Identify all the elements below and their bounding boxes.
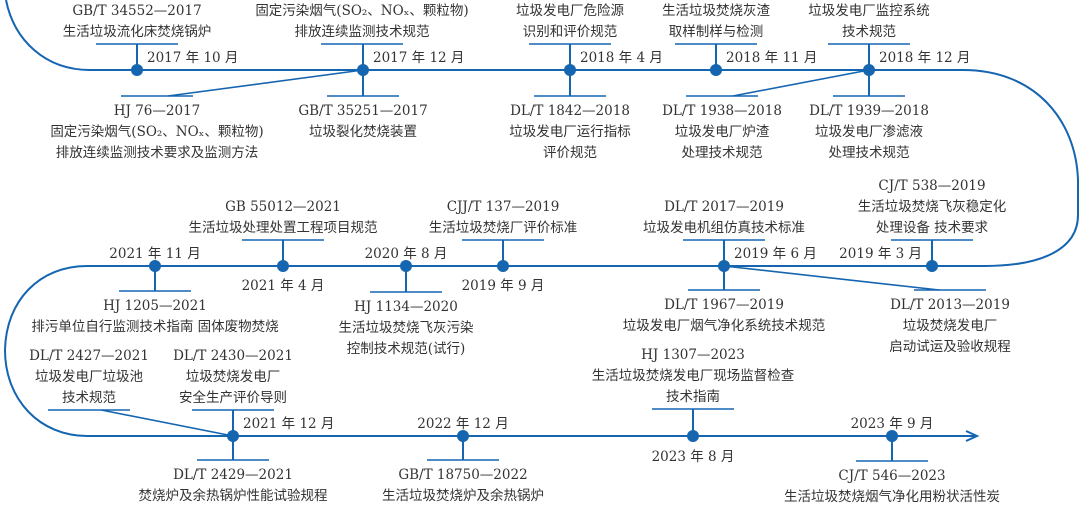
standard-title: 排放连续监测技术规范 <box>295 24 430 40</box>
standard-code: HJ 76—2017 <box>114 103 201 119</box>
timeline-node <box>457 430 469 442</box>
standard-title: 控制技术规范(试行) <box>347 341 466 357</box>
standard-code: DL/T 1967—2019 <box>664 297 784 313</box>
standard-code: DL/T 2429—2021 <box>173 467 293 483</box>
standard-title: 垃圾焚烧发电厂 <box>186 369 281 385</box>
standard-title: 排污单位自行监测技术指南 固体废物焚烧 <box>31 319 278 335</box>
standard-title: 固定污染烟气(SO₂、NOₓ、颗粒物) <box>50 124 263 140</box>
timeline-node <box>149 260 161 272</box>
event-date: 2021 年 11 月 <box>109 246 200 262</box>
standard-code: GB/T 35251—2017 <box>298 103 427 119</box>
timeline-node <box>710 64 722 76</box>
standard-title: 技术规范 <box>842 24 896 40</box>
standard-title: 垃圾发电厂运行指标 <box>509 124 631 140</box>
timeline-node <box>277 260 289 272</box>
standard-code: GB/T 34552—2017 <box>72 3 201 19</box>
standard-code: DL/T 1938—2018 <box>662 103 782 119</box>
event-date: 2018 年 11 月 <box>726 50 817 66</box>
standard-title: 生活垃圾焚烧飞灰污染 <box>339 320 474 336</box>
timeline-node <box>886 430 898 442</box>
standard-title: 处理技术规范 <box>829 145 910 161</box>
standard-code: HJ 1205—2021 <box>103 298 207 314</box>
standard-code: DL/T 2013—2019 <box>890 297 1010 313</box>
timeline-node <box>564 64 576 76</box>
timeline-node <box>131 64 143 76</box>
standard-title: 垃圾发电厂垃圾池 <box>35 369 143 385</box>
event-date: 2017 年 12 月 <box>373 50 464 66</box>
timeline-path <box>3 0 1079 437</box>
standard-title: 焚烧炉及余热锅炉性能试验规程 <box>139 487 328 504</box>
event-date: 2018 年 12 月 <box>879 50 970 66</box>
standard-code: DL/T 2427—2021 <box>29 348 149 364</box>
standard-title: 处理设备 技术要求 <box>876 219 989 236</box>
event-date: 2017 年 10 月 <box>147 50 238 66</box>
event-date: 2020 年 8 月 <box>365 246 448 262</box>
standard-title: 垃圾发电厂危险源 <box>516 3 624 19</box>
timeline-arrowhead <box>965 430 980 442</box>
standard-code: DL/T 2017—2019 <box>664 199 784 215</box>
standard-code: DL/T 1939—2018 <box>809 103 929 119</box>
connector-line <box>723 265 940 291</box>
standard-title: 垃圾发电机组仿真技术标准 <box>643 220 805 236</box>
standard-title: 生活垃圾焚烧厂评价标准 <box>429 220 578 236</box>
timeline-node <box>863 64 875 76</box>
standard-title: 安全生产评价导则 <box>179 389 287 406</box>
connector-line <box>732 69 870 97</box>
timeline-node <box>687 430 699 442</box>
standard-title: 识别和评价规范 <box>523 24 618 40</box>
standard-title: 垃圾发电厂监控系统 <box>808 3 930 19</box>
event-date: 2023 年 8 月 <box>652 449 735 465</box>
connector-line <box>167 69 364 97</box>
timeline-node <box>227 430 239 442</box>
standard-title: 垃圾发电厂烟气净化系统技术规范 <box>623 318 826 334</box>
standard-title: 生活垃圾焚烧烟气净化用粉状活性炭 <box>784 489 1000 505</box>
event-date: 2019 年 9 月 <box>462 278 545 294</box>
standard-code: CJ/T 538—2019 <box>878 178 985 194</box>
standard-title: 技术指南 <box>666 389 720 405</box>
standard-title: 固定污染烟气(SO₂、NOₓ、颗粒物) <box>255 3 468 19</box>
connector-line <box>101 409 234 437</box>
standard-title: 生活垃圾焚烧炉及余热锅炉 <box>382 487 544 504</box>
standard-code: DL/T 1842—2018 <box>510 103 630 119</box>
standard-code: DL/T 2430—2021 <box>173 348 293 364</box>
timeline-node <box>718 260 730 272</box>
standard-title: 垃圾焚烧发电厂 <box>903 318 998 334</box>
standard-code: HJ 1307—2023 <box>641 347 745 363</box>
standard-code: GB 55012—2021 <box>225 199 341 215</box>
standard-title: 生活垃圾焚烧灰渣 <box>662 3 770 19</box>
standard-title: 排放连续监测技术要求及监测方法 <box>56 145 259 161</box>
timeline-node <box>926 260 938 272</box>
timeline-node <box>497 260 509 272</box>
standard-title: 启动试运及验收规程 <box>889 339 1011 355</box>
event-date: 2023 年 9 月 <box>851 416 934 432</box>
timeline-node <box>400 260 412 272</box>
standard-title: 评价规范 <box>543 145 597 161</box>
standard-code: HJ 1134—2020 <box>354 299 458 315</box>
event-date: 2019 年 3 月 <box>839 246 922 262</box>
standard-title: 生活垃圾焚烧发电厂现场监督检查 <box>592 368 795 384</box>
event-date: 2021 年 12 月 <box>243 416 334 432</box>
standard-title: 取样制样与检测 <box>669 24 764 40</box>
standard-title: 生活垃圾处理处置工程项目规范 <box>189 220 378 236</box>
standard-title: 技术规范 <box>62 390 116 406</box>
standard-code: CJ/T 546—2023 <box>838 468 945 484</box>
standard-title: 生活垃圾流化床焚烧锅炉 <box>63 24 212 40</box>
event-date: 2021 年 4 月 <box>242 278 325 294</box>
standard-title: 垃圾裂化焚烧装置 <box>309 124 417 140</box>
event-date: 2022 年 12 月 <box>417 416 508 432</box>
standard-title: 垃圾发电厂渗滤液 <box>815 124 923 140</box>
timeline-node <box>357 64 369 76</box>
standard-title: 生活垃圾焚烧飞灰稳定化 <box>858 199 1007 215</box>
standard-code: GB/T 18750—2022 <box>398 467 527 483</box>
standard-title: 垃圾发电厂炉渣 <box>675 124 770 140</box>
standard-code: CJJ/T 137—2019 <box>447 199 560 215</box>
standard-title: 处理技术规范 <box>682 145 763 161</box>
event-date: 2019 年 6 月 <box>734 246 817 262</box>
event-date: 2018 年 4 月 <box>580 50 663 66</box>
